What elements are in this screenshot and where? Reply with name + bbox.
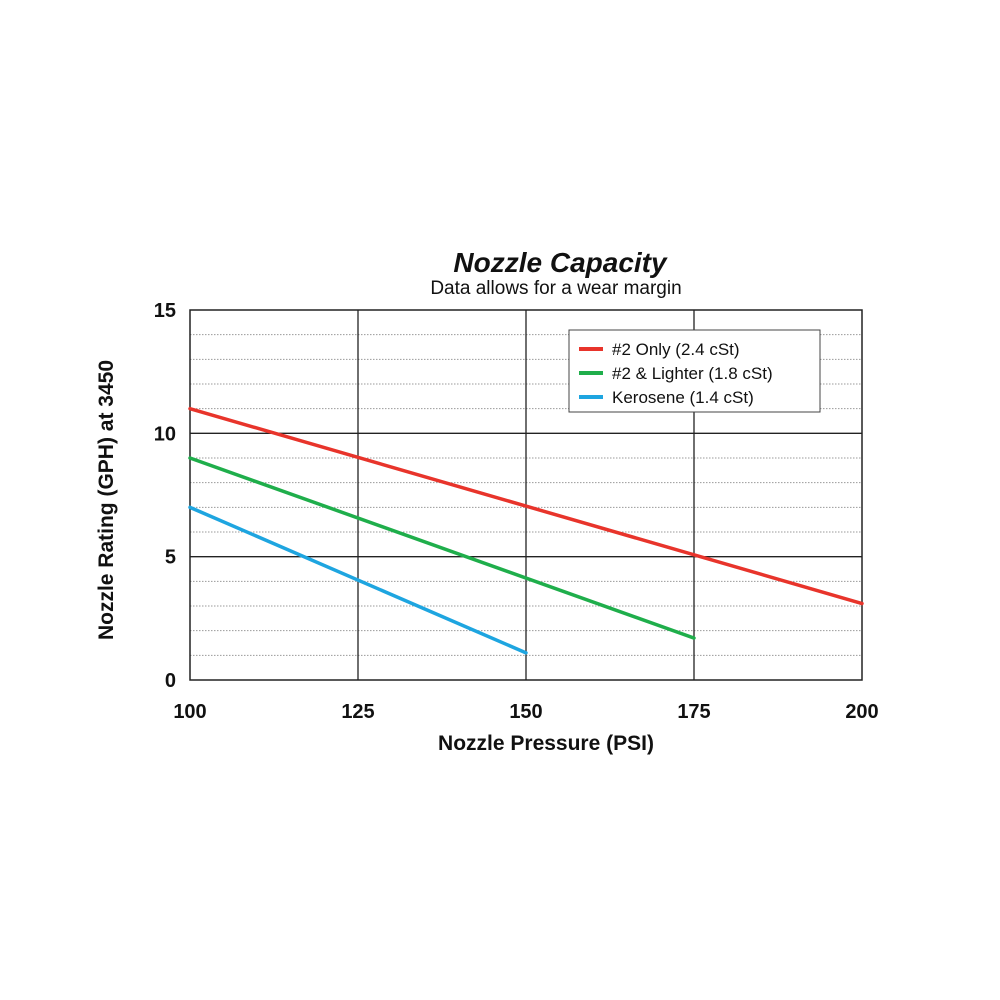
chart-title: Nozzle Capacity [453, 247, 668, 278]
y-tick-label: 15 [154, 300, 176, 322]
y-axis-label: Nozzle Rating (GPH) at 3450 [95, 360, 118, 640]
legend-label: #2 Only (2.4 cSt) [612, 340, 740, 359]
y-tick-label: 0 [165, 670, 176, 692]
chart-subtitle: Data allows for a wear margin [430, 278, 681, 299]
x-tick-label: 150 [509, 701, 542, 723]
legend-label: Kerosene (1.4 cSt) [612, 388, 754, 407]
series-line-0 [188, 406, 864, 606]
legend-label: #2 & Lighter (1.8 cSt) [612, 364, 773, 383]
legend-box [568, 329, 821, 413]
series-line-2 [188, 505, 528, 655]
x-tick-label: 175 [677, 701, 710, 723]
series-lines [188, 406, 864, 655]
series-line-1 [188, 456, 696, 640]
x-tick-labels: 100 125 150 175 200 [173, 701, 878, 723]
x-tick-label: 200 [845, 701, 878, 723]
y-tick-labels: 0 5 10 15 [154, 300, 176, 692]
y-tick-label: 10 [154, 423, 176, 445]
plot-area-border [189, 309, 863, 681]
y-tick-label: 5 [165, 547, 176, 569]
x-tick-label: 100 [173, 701, 206, 723]
x-axis-label: Nozzle Pressure (PSI) [438, 732, 654, 755]
legend: #2 Only (2.4 cSt) #2 & Lighter (1.8 cSt) K… [568, 329, 821, 413]
x-tick-label: 125 [341, 701, 374, 723]
